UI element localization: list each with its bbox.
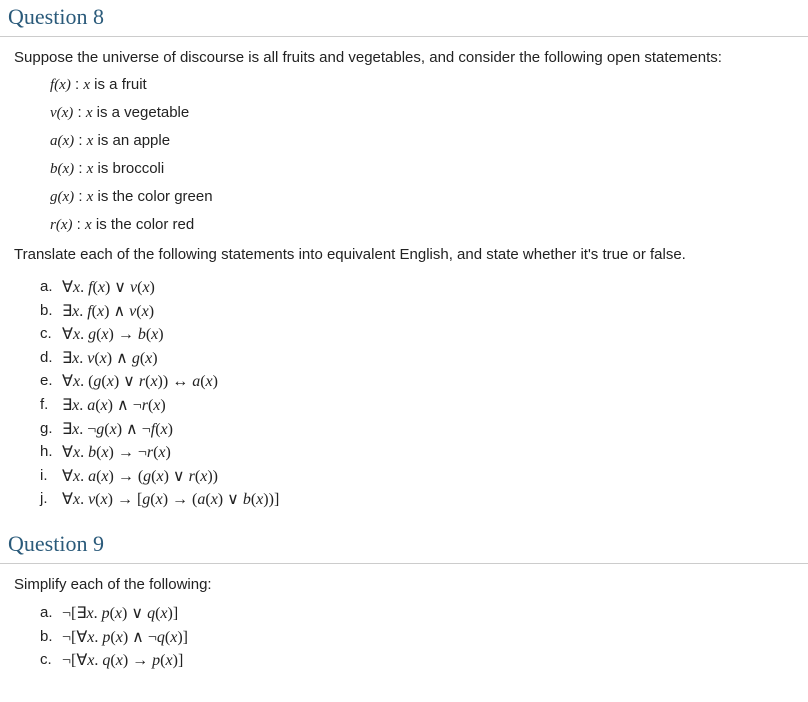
q8-definitions: f(x) : x is a fruit v(x) : x is a vegetab… (14, 76, 794, 234)
def-colon: : (74, 160, 87, 177)
list-item: g.∃x. ¬g(x) ∧ ¬f(x) (40, 419, 794, 441)
item-label: j. (40, 489, 62, 511)
item-formula: ¬[∀x. q(x) → p(x)] (62, 650, 183, 672)
def-text: is a vegetable (93, 104, 190, 121)
def-fn: a(x) (50, 133, 74, 149)
question-8-body: Suppose the universe of discourse is all… (0, 37, 808, 527)
item-label: a. (40, 603, 62, 625)
def-fn: r(x) (50, 217, 73, 233)
q8-instruction: Translate each of the following statemen… (14, 246, 794, 263)
item-formula: ∀x. a(x) → (g(x) ∨ r(x)) (62, 466, 218, 488)
definition-row: f(x) : x is a fruit (50, 76, 794, 94)
list-item: i.∀x. a(x) → (g(x) ∨ r(x)) (40, 466, 794, 488)
item-label: b. (40, 627, 62, 649)
list-item: b.∃x. f(x) ∧ v(x) (40, 301, 794, 323)
item-label: b. (40, 301, 62, 323)
def-colon: : (74, 132, 87, 149)
list-item: h.∀x. b(x) → ¬r(x) (40, 442, 794, 464)
item-formula: ∀x. v(x) → [g(x) → (a(x) ∨ b(x))] (62, 489, 279, 511)
def-text: is the color green (93, 188, 212, 205)
item-formula: ∀x. g(x) → b(x) (62, 324, 164, 346)
def-var: x (86, 105, 93, 121)
def-text: is a fruit (90, 76, 147, 93)
item-label: a. (40, 277, 62, 299)
item-label: d. (40, 348, 62, 370)
list-item: e.∀x. (g(x) ∨ r(x)) ↔ a(x) (40, 371, 794, 393)
item-formula: ¬[∀x. p(x) ∧ ¬q(x)] (62, 627, 188, 649)
definition-row: a(x) : x is an apple (50, 132, 794, 150)
q9-intro: Simplify each of the following: (14, 576, 794, 593)
item-formula: ∃x. v(x) ∧ g(x) (62, 348, 158, 370)
def-text: is an apple (93, 132, 170, 149)
list-item: d.∃x. v(x) ∧ g(x) (40, 348, 794, 370)
def-colon: : (73, 216, 86, 233)
def-var: x (83, 77, 90, 93)
item-formula: ∀x. (g(x) ∨ r(x)) ↔ a(x) (62, 371, 218, 393)
item-label: f. (40, 395, 62, 417)
item-formula: ¬[∃x. p(x) ∨ q(x)] (62, 603, 178, 625)
item-formula: ∃x. f(x) ∧ v(x) (62, 301, 154, 323)
item-formula: ∀x. b(x) → ¬r(x) (62, 442, 171, 464)
def-text: is broccoli (93, 160, 164, 177)
list-item: a.¬[∃x. p(x) ∨ q(x)] (40, 603, 794, 625)
question-8-header: Question 8 (0, 0, 808, 37)
item-label: c. (40, 324, 62, 346)
def-colon: : (71, 76, 84, 93)
list-item: f.∃x. a(x) ∧ ¬r(x) (40, 395, 794, 417)
def-fn: v(x) (50, 105, 73, 121)
q8-item-list: a.∀x. f(x) ∨ v(x)b.∃x. f(x) ∧ v(x)c.∀x. … (14, 277, 794, 511)
q8-intro: Suppose the universe of discourse is all… (14, 49, 794, 66)
def-fn: g(x) (50, 189, 74, 205)
item-formula: ∀x. f(x) ∨ v(x) (62, 277, 155, 299)
item-label: e. (40, 371, 62, 393)
item-formula: ∃x. a(x) ∧ ¬r(x) (62, 395, 166, 417)
item-label: g. (40, 419, 62, 441)
list-item: c.∀x. g(x) → b(x) (40, 324, 794, 346)
question-9-body: Simplify each of the following: a.¬[∃x. … (0, 564, 808, 688)
q9-item-list: a.¬[∃x. p(x) ∨ q(x)]b.¬[∀x. p(x) ∧ ¬q(x)… (14, 603, 794, 672)
item-label: i. (40, 466, 62, 488)
def-fn: f(x) (50, 77, 71, 93)
definition-row: b(x) : x is broccoli (50, 160, 794, 178)
item-label: c. (40, 650, 62, 672)
def-var: x (85, 217, 92, 233)
def-text: is the color red (92, 216, 195, 233)
list-item: a.∀x. f(x) ∨ v(x) (40, 277, 794, 299)
definition-row: g(x) : x is the color green (50, 188, 794, 206)
definition-row: v(x) : x is a vegetable (50, 104, 794, 122)
list-item: b.¬[∀x. p(x) ∧ ¬q(x)] (40, 627, 794, 649)
item-label: h. (40, 442, 62, 464)
def-fn: b(x) (50, 161, 74, 177)
question-9-header: Question 9 (0, 527, 808, 564)
list-item: j.∀x. v(x) → [g(x) → (a(x) ∨ b(x))] (40, 489, 794, 511)
list-item: c.¬[∀x. q(x) → p(x)] (40, 650, 794, 672)
item-formula: ∃x. ¬g(x) ∧ ¬f(x) (62, 419, 173, 441)
definition-row: r(x) : x is the color red (50, 216, 794, 234)
def-colon: : (73, 104, 86, 121)
def-colon: : (74, 188, 87, 205)
